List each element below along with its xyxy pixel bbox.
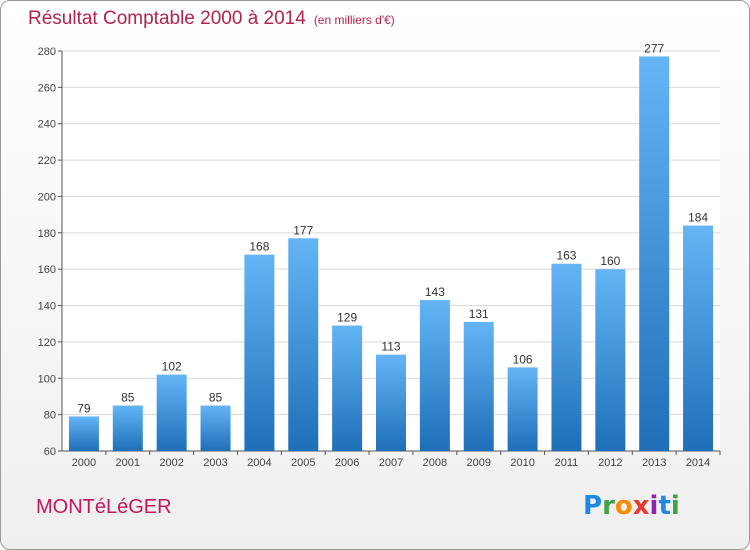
y-tick-label: 260 <box>38 82 56 94</box>
x-tick-label: 2013 <box>642 457 666 469</box>
bar-value-label: 102 <box>162 360 182 374</box>
bar-value-label: 163 <box>556 249 576 263</box>
x-tick-label: 2001 <box>116 457 140 469</box>
logo-letter: t <box>658 491 671 521</box>
y-tick-label: 60 <box>44 446 56 458</box>
bar <box>463 321 494 451</box>
bar <box>244 254 275 451</box>
proxiti-logo: Proxiti <box>583 491 680 521</box>
x-tick-label: 2004 <box>247 457 271 469</box>
bar-value-label: 143 <box>425 285 445 299</box>
bar <box>376 354 406 451</box>
bar-value-label: 79 <box>77 401 91 415</box>
x-tick-label: 2009 <box>466 457 490 469</box>
bar <box>639 56 670 452</box>
y-tick-label: 120 <box>38 337 56 349</box>
x-tick-label: 2010 <box>510 457 534 469</box>
bar-value-label: 160 <box>600 254 620 268</box>
logo-letter: i <box>670 491 680 521</box>
bar-value-label: 113 <box>381 340 400 354</box>
x-tick-label: 2012 <box>598 457 622 469</box>
chart-title-text: Résultat Comptable 2000 à 2014 <box>28 8 306 29</box>
bar <box>68 416 99 451</box>
logo-letter: x <box>632 491 650 521</box>
logo-letter: r <box>602 491 615 521</box>
bar <box>507 367 538 451</box>
x-tick-label: 2008 <box>423 457 447 469</box>
y-tick-label: 240 <box>38 119 56 131</box>
bar-value-label: 168 <box>249 240 269 254</box>
bar-value-label: 129 <box>337 311 357 325</box>
logo-letter: o <box>614 491 633 521</box>
bar-chart: 60 80 100 120 140 160 180 200 220 240 260 280 79 2000… <box>38 41 721 469</box>
x-tick-label: 2014 <box>686 457 710 469</box>
bar <box>551 263 582 451</box>
commune-name: MONTéLéGER <box>36 496 172 518</box>
y-tick-label: 220 <box>38 155 56 167</box>
bar-value-label: 85 <box>121 391 135 405</box>
x-tick-label: 2002 <box>159 457 183 469</box>
bar-value-label: 106 <box>513 352 533 366</box>
bar <box>112 405 143 451</box>
bar-value-label: 184 <box>688 211 708 225</box>
chart-subtitle: (en milliers d'€) <box>313 13 395 27</box>
y-tick-label: 140 <box>38 301 56 313</box>
x-tick-label: 2000 <box>72 457 96 469</box>
bar <box>156 374 187 451</box>
x-tick-label: 2007 <box>379 457 403 469</box>
x-tick-label: 2005 <box>291 457 315 469</box>
bar-value-label: 277 <box>644 41 664 55</box>
bar <box>419 300 450 451</box>
y-tick-label: 100 <box>38 373 56 385</box>
y-tick-label: 280 <box>38 46 56 58</box>
y-tick-label: 160 <box>38 264 56 276</box>
x-tick-label: 2003 <box>203 457 227 469</box>
logo-letter: P <box>583 491 603 521</box>
bar <box>332 325 363 451</box>
chart-title: Résultat Comptable 2000 à 2014 (en millie… <box>28 8 395 30</box>
bar <box>200 405 231 451</box>
bar-value-label: 177 <box>293 223 313 237</box>
bar <box>288 238 319 451</box>
logo-letter: i <box>649 491 659 521</box>
bar <box>595 269 626 451</box>
bar-value-label: 131 <box>469 307 489 321</box>
x-tick-label: 2006 <box>335 457 359 469</box>
y-tick-label: 80 <box>44 410 56 422</box>
x-tick-label: 2011 <box>555 457 579 469</box>
y-tick-label: 180 <box>38 228 56 240</box>
y-tick-label: 200 <box>38 191 56 203</box>
bar <box>683 225 714 451</box>
bar-value-label: 85 <box>209 391 223 405</box>
